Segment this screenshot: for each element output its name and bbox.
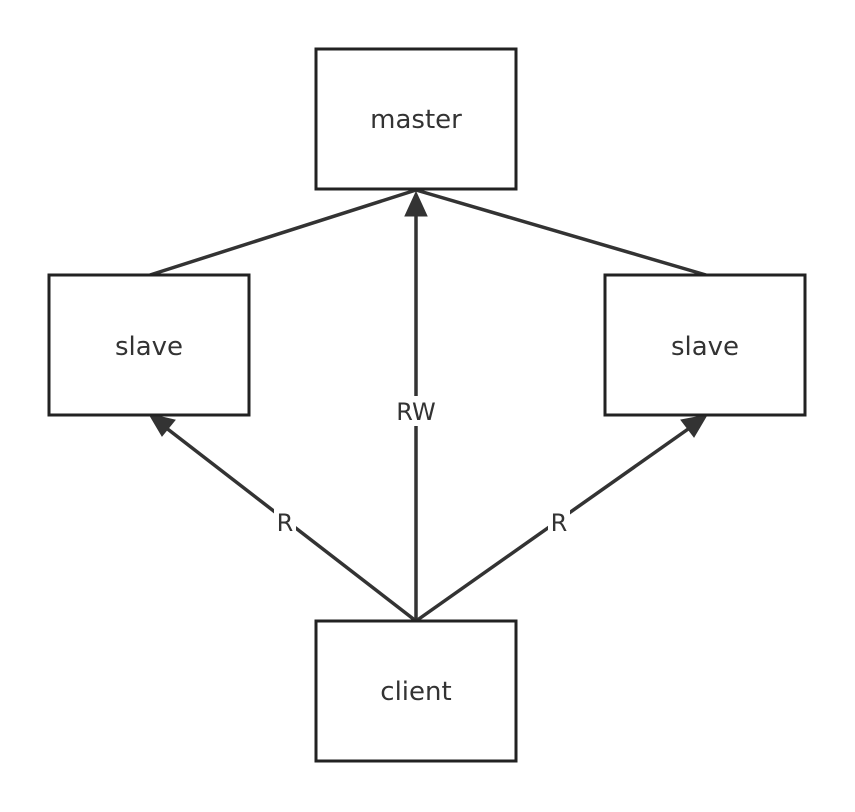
node-client[interactable]: client <box>314 619 518 763</box>
edge-label-rw-bg <box>392 396 440 426</box>
node-slave-right-label: slave <box>671 332 739 362</box>
node-slave-left-label: slave <box>115 332 183 362</box>
arrowhead-master <box>404 190 428 217</box>
edge-label-r-right: R <box>551 509 568 537</box>
arrowhead-slave-left <box>147 413 176 437</box>
edge-label-r-left-bg <box>274 507 296 537</box>
edge-label-r-left: R <box>277 509 294 537</box>
node-slave-right[interactable]: slave <box>603 273 807 417</box>
edge-label-r-right-bg <box>548 507 570 537</box>
edge-label-rw: RW <box>396 398 435 426</box>
node-client-label: client <box>380 677 451 707</box>
arrowhead-slave-right <box>680 414 708 438</box>
edge-slave-left-master <box>149 188 417 277</box>
node-slave-left[interactable]: slave <box>47 273 251 417</box>
node-master[interactable]: master <box>314 47 518 191</box>
node-master-label: master <box>370 105 462 135</box>
edge-slave-right-master <box>415 188 707 277</box>
